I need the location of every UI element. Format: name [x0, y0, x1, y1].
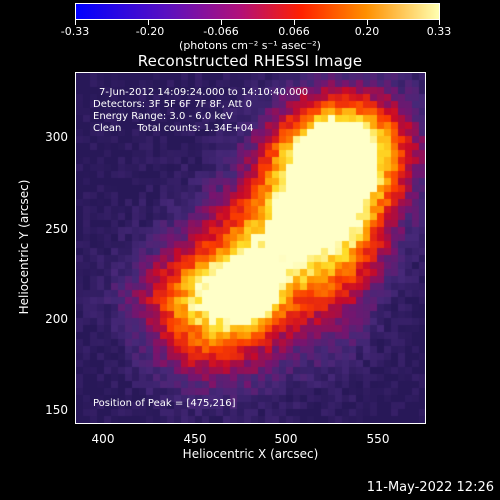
colorbar-tick-label: -0.066 — [203, 25, 239, 38]
timestamp: 11-May-2022 12:26 — [366, 480, 494, 495]
heatmap-image — [76, 73, 425, 423]
x-axis-label: Heliocentric X (arcsec) — [182, 447, 319, 461]
colorbar-tick-label: 0.33 — [426, 25, 452, 38]
y-tick-label: 150 — [45, 403, 68, 417]
image-title: Reconstructed RHESSI Image — [137, 52, 363, 70]
y-tick-label: 250 — [45, 222, 68, 236]
colorbar-tick — [367, 20, 368, 25]
colorbar — [75, 3, 440, 20]
y-axis-label: Heliocentric Y (arcsec) — [17, 179, 31, 315]
colorbar-tick — [148, 20, 149, 25]
x-tick-label: 550 — [366, 432, 390, 446]
colorbar-gradient — [76, 4, 439, 19]
colorbar-tick-label: -0.20 — [135, 25, 165, 38]
colorbar-tick — [294, 20, 295, 25]
colorbar-tick — [75, 20, 76, 25]
x-tick-label: 400 — [91, 432, 115, 446]
clean-counts-label: Clean Total counts: 1.34E+04 — [93, 123, 254, 134]
x-tick-label: 500 — [274, 432, 298, 446]
y-tick-label: 300 — [45, 130, 68, 144]
colorbar-tick-label: -0.33 — [60, 25, 90, 38]
colorbar-tick — [221, 20, 222, 25]
rhessi-image-panel: 7-Jun-2012 14:09:24.000 to 14:10:40.000 … — [75, 72, 426, 424]
energy-range-label: Energy Range: 3.0 - 6.0 keV — [93, 111, 233, 122]
time-range-label: 7-Jun-2012 14:09:24.000 to 14:10:40.000 — [99, 87, 309, 98]
peak-position-label: Position of Peak = [475,216] — [93, 398, 236, 409]
colorbar-tick-label: 0.066 — [278, 25, 310, 38]
y-tick-label: 200 — [45, 312, 68, 326]
detectors-label: Detectors: 3F 5F 6F 7F 8F, Att 0 — [93, 99, 253, 110]
colorbar-tick — [439, 20, 440, 25]
colorbar-units: (photons cm⁻² s⁻¹ asec⁻²) — [179, 39, 321, 52]
colorbar-tick-label: 0.20 — [354, 25, 380, 38]
x-tick-label: 450 — [183, 432, 207, 446]
